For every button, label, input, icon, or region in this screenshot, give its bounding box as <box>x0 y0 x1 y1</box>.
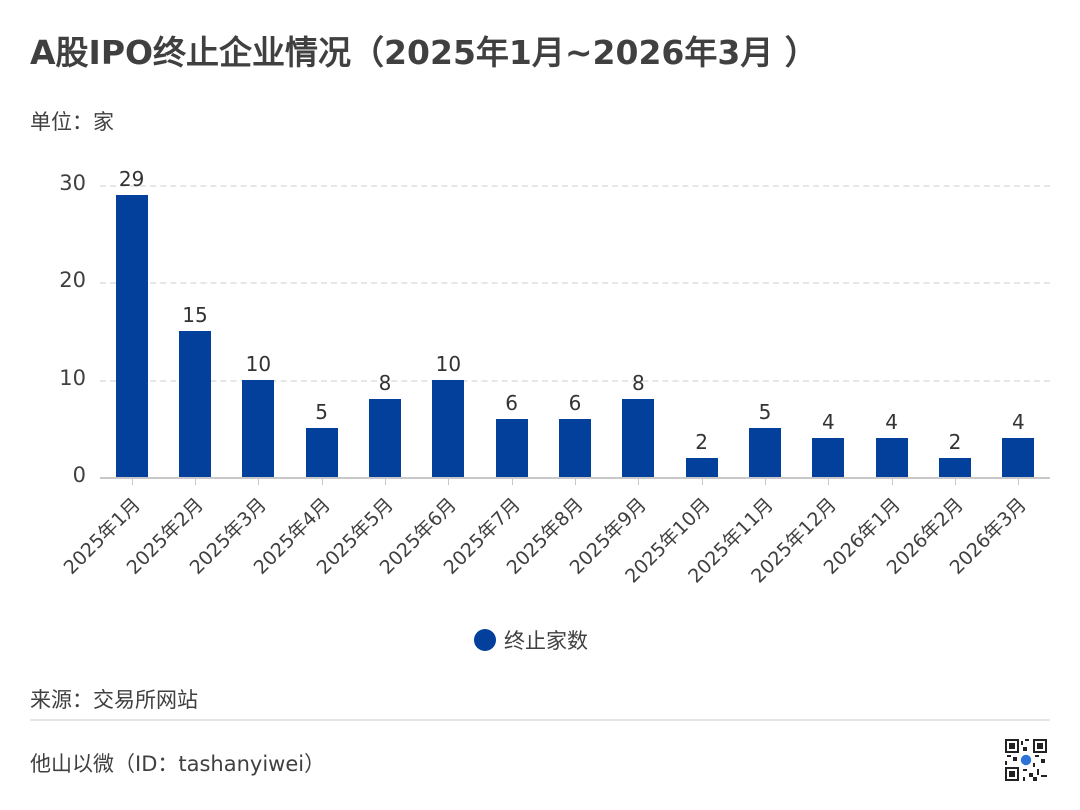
bar <box>749 428 781 477</box>
x-axis-tick <box>511 479 513 485</box>
bar-value-label: 6 <box>505 390 519 415</box>
x-axis-tick <box>638 479 640 485</box>
chart-title: A股IPO终止企业情况（2025年1月~2026年3月 ） <box>30 33 818 72</box>
bar-value-label: 8 <box>378 371 392 396</box>
gridline <box>100 282 1050 285</box>
x-axis-tick <box>955 479 956 485</box>
bar <box>242 379 275 477</box>
source-note: 来源：交易所网站 <box>30 688 198 712</box>
bar-value-label: 6 <box>568 390 582 415</box>
y-axis-tick-label: 20 <box>59 268 86 293</box>
bar-value-label: 5 <box>758 400 772 425</box>
bar-value-label: 5 <box>315 400 329 425</box>
y-axis-tick-label: 0 <box>72 463 86 487</box>
bar <box>1002 438 1035 477</box>
x-axis-line <box>100 477 1050 479</box>
y-axis-tick-label: 10 <box>59 365 86 390</box>
bar-value-label: 4 <box>885 410 899 435</box>
bar-value-label: 8 <box>631 371 645 396</box>
bar <box>179 331 211 477</box>
bar <box>495 418 528 477</box>
bar-value-label: 4 <box>821 410 835 435</box>
x-axis-tick <box>828 479 830 485</box>
bar <box>685 457 718 477</box>
credit-line: 他山以微（ID：tashanyiwei） <box>30 752 326 776</box>
bar <box>622 399 655 477</box>
y-axis-tick-label: 30 <box>59 171 86 195</box>
bar-value-label: 15 <box>182 303 208 327</box>
x-axis-tick <box>131 479 133 485</box>
bar-value-label: 2 <box>695 429 709 454</box>
x-axis-tick <box>195 479 196 485</box>
bar-chart: 0 10 20 30 29 2025年1月 15 2025年2月 10 2025年3月 5 2025年… <box>59 166 1050 587</box>
bar <box>432 379 465 477</box>
legend-label: 终止家数 <box>504 629 588 653</box>
bar <box>939 457 971 477</box>
qr-code-icon <box>1005 739 1047 781</box>
x-axis-tick <box>701 479 703 485</box>
legend: 终止家数 <box>474 625 588 655</box>
unit-label: 单位：家 <box>30 110 114 134</box>
bar <box>115 194 148 477</box>
x-axis-tick <box>575 479 576 485</box>
bar <box>369 399 401 477</box>
bar-value-label: 10 <box>435 351 462 376</box>
bar <box>812 438 845 477</box>
gridline <box>100 185 1050 187</box>
legend-marker-icon <box>474 629 496 651</box>
gridline <box>100 379 1050 382</box>
bar-value-label: 4 <box>1011 410 1025 435</box>
x-axis-tick <box>1018 479 1020 485</box>
x-axis-tick <box>321 479 323 485</box>
x-axis-tick <box>385 479 386 485</box>
bar <box>875 438 908 477</box>
x-axis-tick <box>891 479 893 485</box>
bar-value-label: 10 <box>245 351 272 376</box>
bar <box>559 418 591 477</box>
bar-value-label: 2 <box>948 429 962 454</box>
bar <box>305 428 338 477</box>
x-axis-tick <box>765 479 766 485</box>
x-axis-tick <box>448 479 450 485</box>
x-axis-tick <box>258 479 260 485</box>
bar-value-label: 29 <box>118 166 145 191</box>
divider <box>30 719 1050 721</box>
